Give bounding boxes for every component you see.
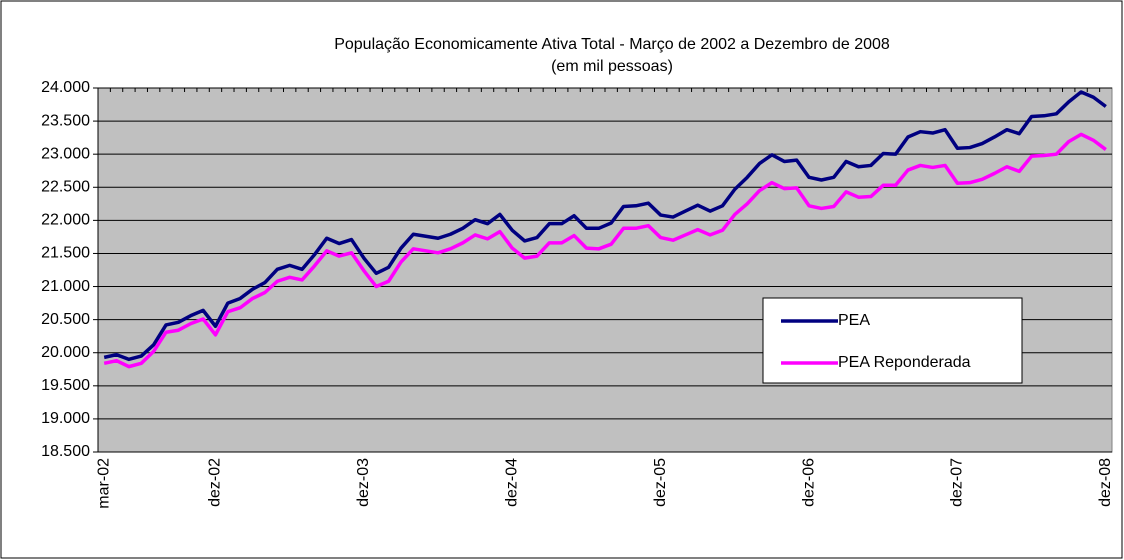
plot-area [97,87,1113,453]
legend-label: PEA [838,312,870,329]
y-tick-label: 20.500 [41,311,90,328]
y-tick-label: 22.000 [41,212,90,229]
y-tick-label: 24.000 [41,79,90,96]
chart-title: População Economicamente Ativa Total - M… [334,36,890,53]
y-tick-label: 18.500 [41,443,90,460]
x-tick-label: dez-02 [207,458,224,507]
y-tick-label: 21.500 [41,245,90,262]
legend-label: PEA Reponderada [838,354,971,371]
y-tick-label: 23.500 [41,112,90,129]
x-tick-label: dez-06 [800,458,817,507]
x-tick-label: dez-07 [949,458,966,507]
y-tick-label: 23.000 [41,145,90,162]
y-tick-label: 20.000 [41,344,90,361]
legend-box [762,297,1023,384]
x-tick-label: dez-05 [652,458,669,507]
x-tick-label: dez-03 [355,458,372,507]
x-tick-label: dez-04 [503,458,520,507]
series-line [103,90,1107,362]
x-tick-label: mar-02 [95,458,112,509]
x-tick-label: dez-08 [1097,458,1114,507]
chart-subtitle: (em mil pessoas) [551,58,673,75]
y-tick-label: 19.000 [41,410,90,427]
y-tick-label: 21.000 [41,278,90,295]
series-line [103,132,1107,369]
y-tick-label: 22.500 [41,178,90,195]
y-tick-label: 19.500 [41,377,90,394]
